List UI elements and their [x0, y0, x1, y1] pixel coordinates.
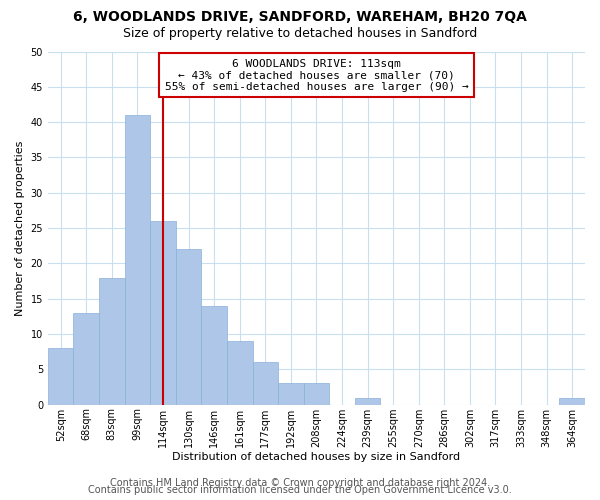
Bar [176, 250, 202, 404]
Text: 6 WOODLANDS DRIVE: 113sqm
← 43% of detached houses are smaller (70)
55% of semi-: 6 WOODLANDS DRIVE: 113sqm ← 43% of detac… [164, 58, 469, 92]
Bar [278, 384, 304, 404]
Bar [73, 313, 99, 404]
Bar [559, 398, 585, 404]
Text: Size of property relative to detached houses in Sandford: Size of property relative to detached ho… [123, 28, 477, 40]
Bar [125, 115, 150, 405]
Bar [253, 362, 278, 405]
Bar [202, 306, 227, 404]
Bar [227, 341, 253, 404]
Y-axis label: Number of detached properties: Number of detached properties [15, 140, 25, 316]
X-axis label: Distribution of detached houses by size in Sandford: Distribution of detached houses by size … [172, 452, 461, 462]
Bar [99, 278, 125, 404]
Bar [304, 384, 329, 404]
Bar [355, 398, 380, 404]
Text: Contains HM Land Registry data © Crown copyright and database right 2024.: Contains HM Land Registry data © Crown c… [110, 478, 490, 488]
Text: 6, WOODLANDS DRIVE, SANDFORD, WAREHAM, BH20 7QA: 6, WOODLANDS DRIVE, SANDFORD, WAREHAM, B… [73, 10, 527, 24]
Bar [150, 221, 176, 404]
Bar [48, 348, 73, 405]
Text: Contains public sector information licensed under the Open Government Licence v3: Contains public sector information licen… [88, 485, 512, 495]
